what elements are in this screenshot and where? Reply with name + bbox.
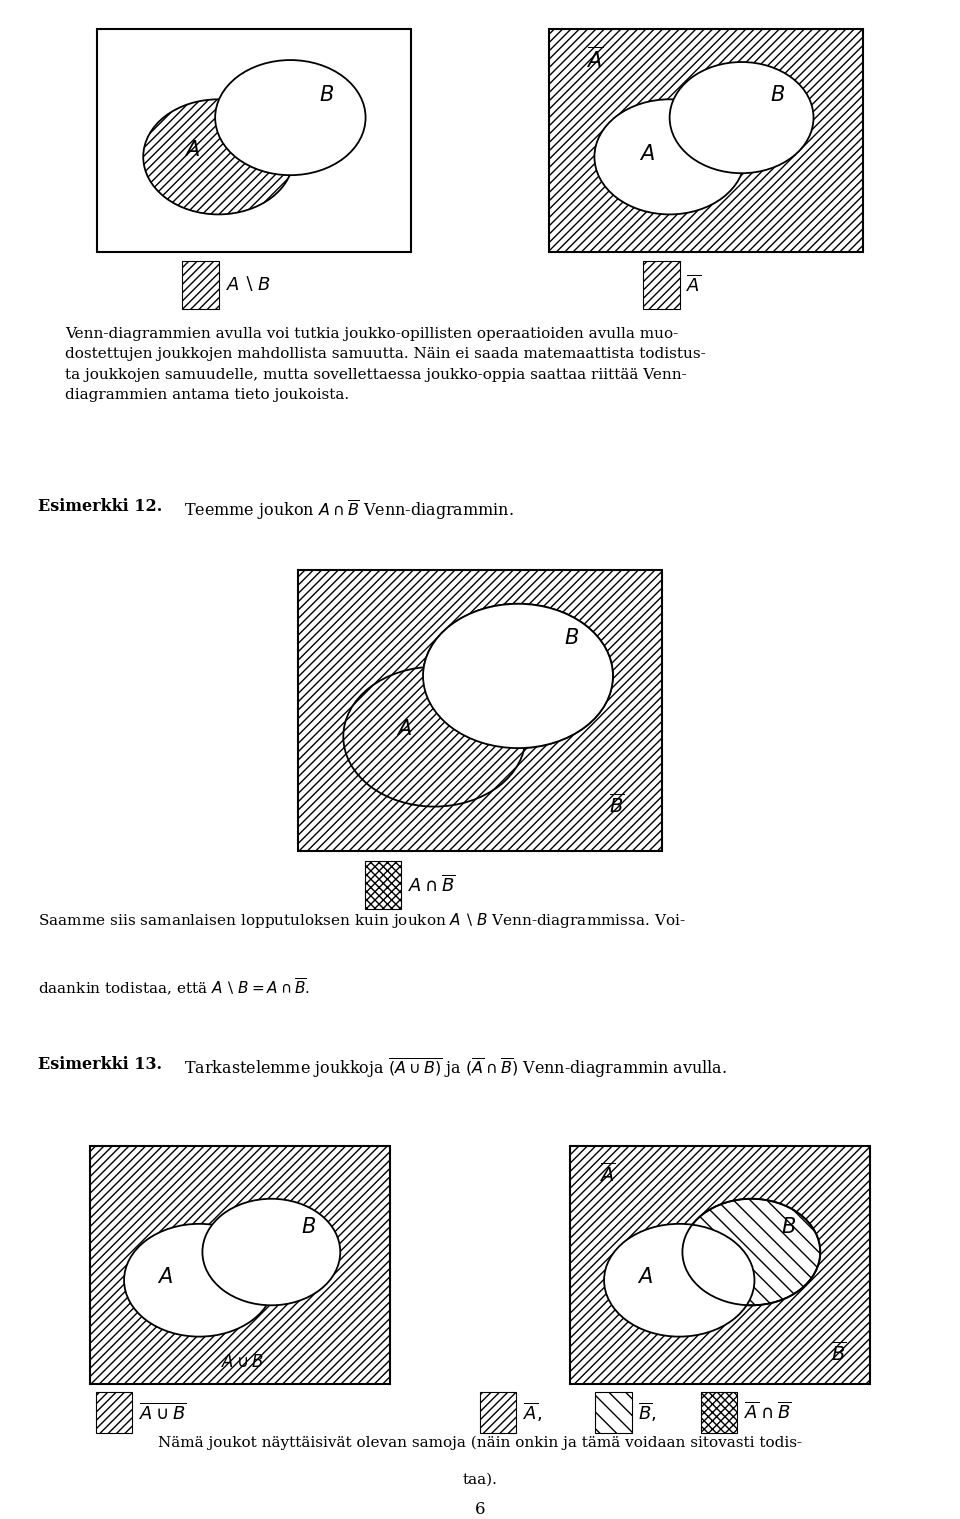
Text: A: A [157, 1267, 172, 1287]
Text: $\overline{A}$: $\overline{A}$ [586, 46, 603, 71]
Text: A: A [637, 1267, 652, 1287]
Text: $\overline{A \cup B}$: $\overline{A \cup B}$ [139, 1402, 187, 1423]
Text: $\overline{A} \cap \overline{B}$: $\overline{A} \cap \overline{B}$ [744, 1402, 792, 1423]
Text: Tarkastelemme joukkoja $\overline{(A \cup B)}$ ja $(\overline{A}\cap\overline{B}: Tarkastelemme joukkoja $\overline{(A \cu… [184, 1056, 728, 1080]
Text: A: A [396, 718, 411, 740]
Text: $A \cup B$: $A \cup B$ [222, 1353, 265, 1370]
Ellipse shape [683, 1198, 820, 1305]
Ellipse shape [423, 603, 612, 749]
Bar [701, 1391, 737, 1434]
Ellipse shape [594, 99, 745, 214]
Text: B: B [770, 85, 784, 105]
Bar [365, 861, 401, 908]
Text: $\overline{A}$: $\overline{A}$ [686, 275, 702, 295]
Text: Nämä joukot näyttäisivät olevan samoja (näin onkin ja tämä voidaan sitovasti tod: Nämä joukot näyttäisivät olevan samoja (… [158, 1435, 802, 1449]
Bar [643, 261, 680, 308]
Text: 6: 6 [475, 1501, 485, 1519]
Text: $\overline{B}$: $\overline{B}$ [831, 1340, 847, 1364]
Bar [480, 1391, 516, 1434]
Text: $\overline{B}$: $\overline{B}$ [609, 793, 624, 817]
Bar [182, 261, 219, 308]
Text: $\overline{A},$: $\overline{A},$ [523, 1401, 542, 1425]
Ellipse shape [670, 62, 813, 173]
Text: A: A [185, 140, 200, 161]
Ellipse shape [423, 603, 612, 749]
Ellipse shape [143, 99, 294, 214]
Bar [595, 1391, 632, 1434]
Ellipse shape [215, 61, 366, 175]
Text: $\overline{A}$: $\overline{A}$ [599, 1162, 615, 1185]
Text: $A \setminus B$: $A \setminus B$ [226, 275, 271, 295]
Text: daankin todistaa, että $A \setminus B = A \cap \overline{B}$.: daankin todistaa, että $A \setminus B = … [38, 977, 311, 998]
Text: Esimerkki 13.: Esimerkki 13. [38, 1056, 162, 1072]
Ellipse shape [203, 1198, 340, 1305]
Ellipse shape [124, 1224, 275, 1337]
Text: Teemme joukon $A \cap \overline{B}$ Venn-diagrammin.: Teemme joukon $A \cap \overline{B}$ Venn… [184, 498, 514, 523]
Text: B: B [319, 85, 333, 105]
Text: B: B [781, 1217, 796, 1236]
Text: $A \cap \overline{B}$: $A \cap \overline{B}$ [408, 873, 456, 896]
Text: taa).: taa). [463, 1473, 497, 1487]
Text: $\overline{B},$: $\overline{B},$ [638, 1401, 657, 1425]
Text: Saamme siis samanlaisen lopputuloksen kuin joukon $A \setminus B$ Venn-diagrammi: Saamme siis samanlaisen lopputuloksen ku… [38, 911, 686, 931]
Text: B: B [301, 1217, 316, 1236]
Text: A: A [639, 144, 654, 164]
Ellipse shape [344, 667, 525, 807]
Text: Esimerkki 12.: Esimerkki 12. [38, 498, 162, 515]
Ellipse shape [604, 1224, 755, 1337]
Text: B: B [564, 627, 578, 649]
Text: Venn-diagrammien avulla voi tutkia joukko-opillisten operaatioiden avulla muo-
d: Venn-diagrammien avulla voi tutkia joukk… [65, 327, 706, 403]
Bar [96, 1391, 132, 1434]
